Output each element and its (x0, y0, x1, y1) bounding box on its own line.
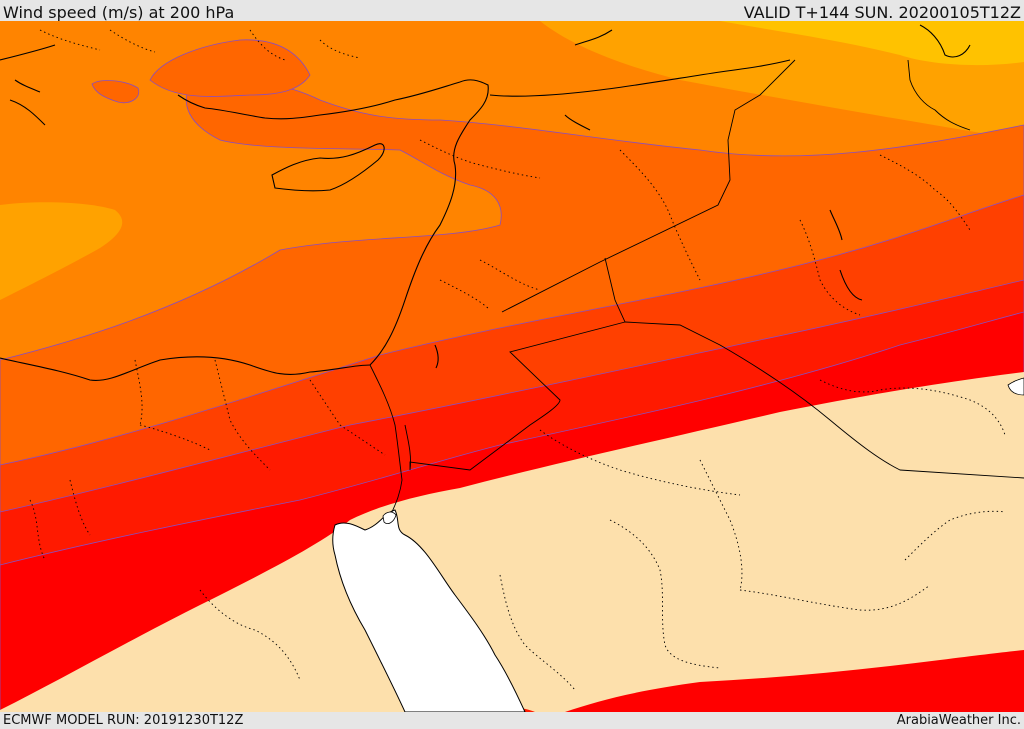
header-bar: Wind speed (m/s) at 200 hPa VALID T+144 … (0, 0, 1024, 22)
credit: ArabiaWeather Inc. (896, 713, 1021, 728)
borders (369, 59, 1024, 513)
band-red-bottom (565, 650, 1024, 712)
map-title: Wind speed (m/s) at 200 hPa (3, 3, 235, 22)
wind-speed-map[interactable] (0, 21, 1024, 712)
coastlines (0, 24, 971, 381)
band-dark-orange-patch (149, 39, 311, 97)
model-run: ECMWF MODEL RUN: 20191230T12Z (3, 713, 244, 728)
persian-gulf-edge (1007, 377, 1024, 396)
valid-time: VALID T+144 SUN. 20200105T12Z (743, 3, 1021, 22)
footer-bar: ECMWF MODEL RUN: 20191230T12Z ArabiaWeat… (0, 712, 1024, 729)
gulf-aqaba (382, 511, 397, 524)
band-dark-orange-spot (91, 80, 140, 104)
band-calm (0, 372, 1024, 712)
internal-boundaries (29, 29, 1006, 691)
band-yellow (720, 21, 1024, 66)
band-light-orange-blob (0, 202, 123, 300)
